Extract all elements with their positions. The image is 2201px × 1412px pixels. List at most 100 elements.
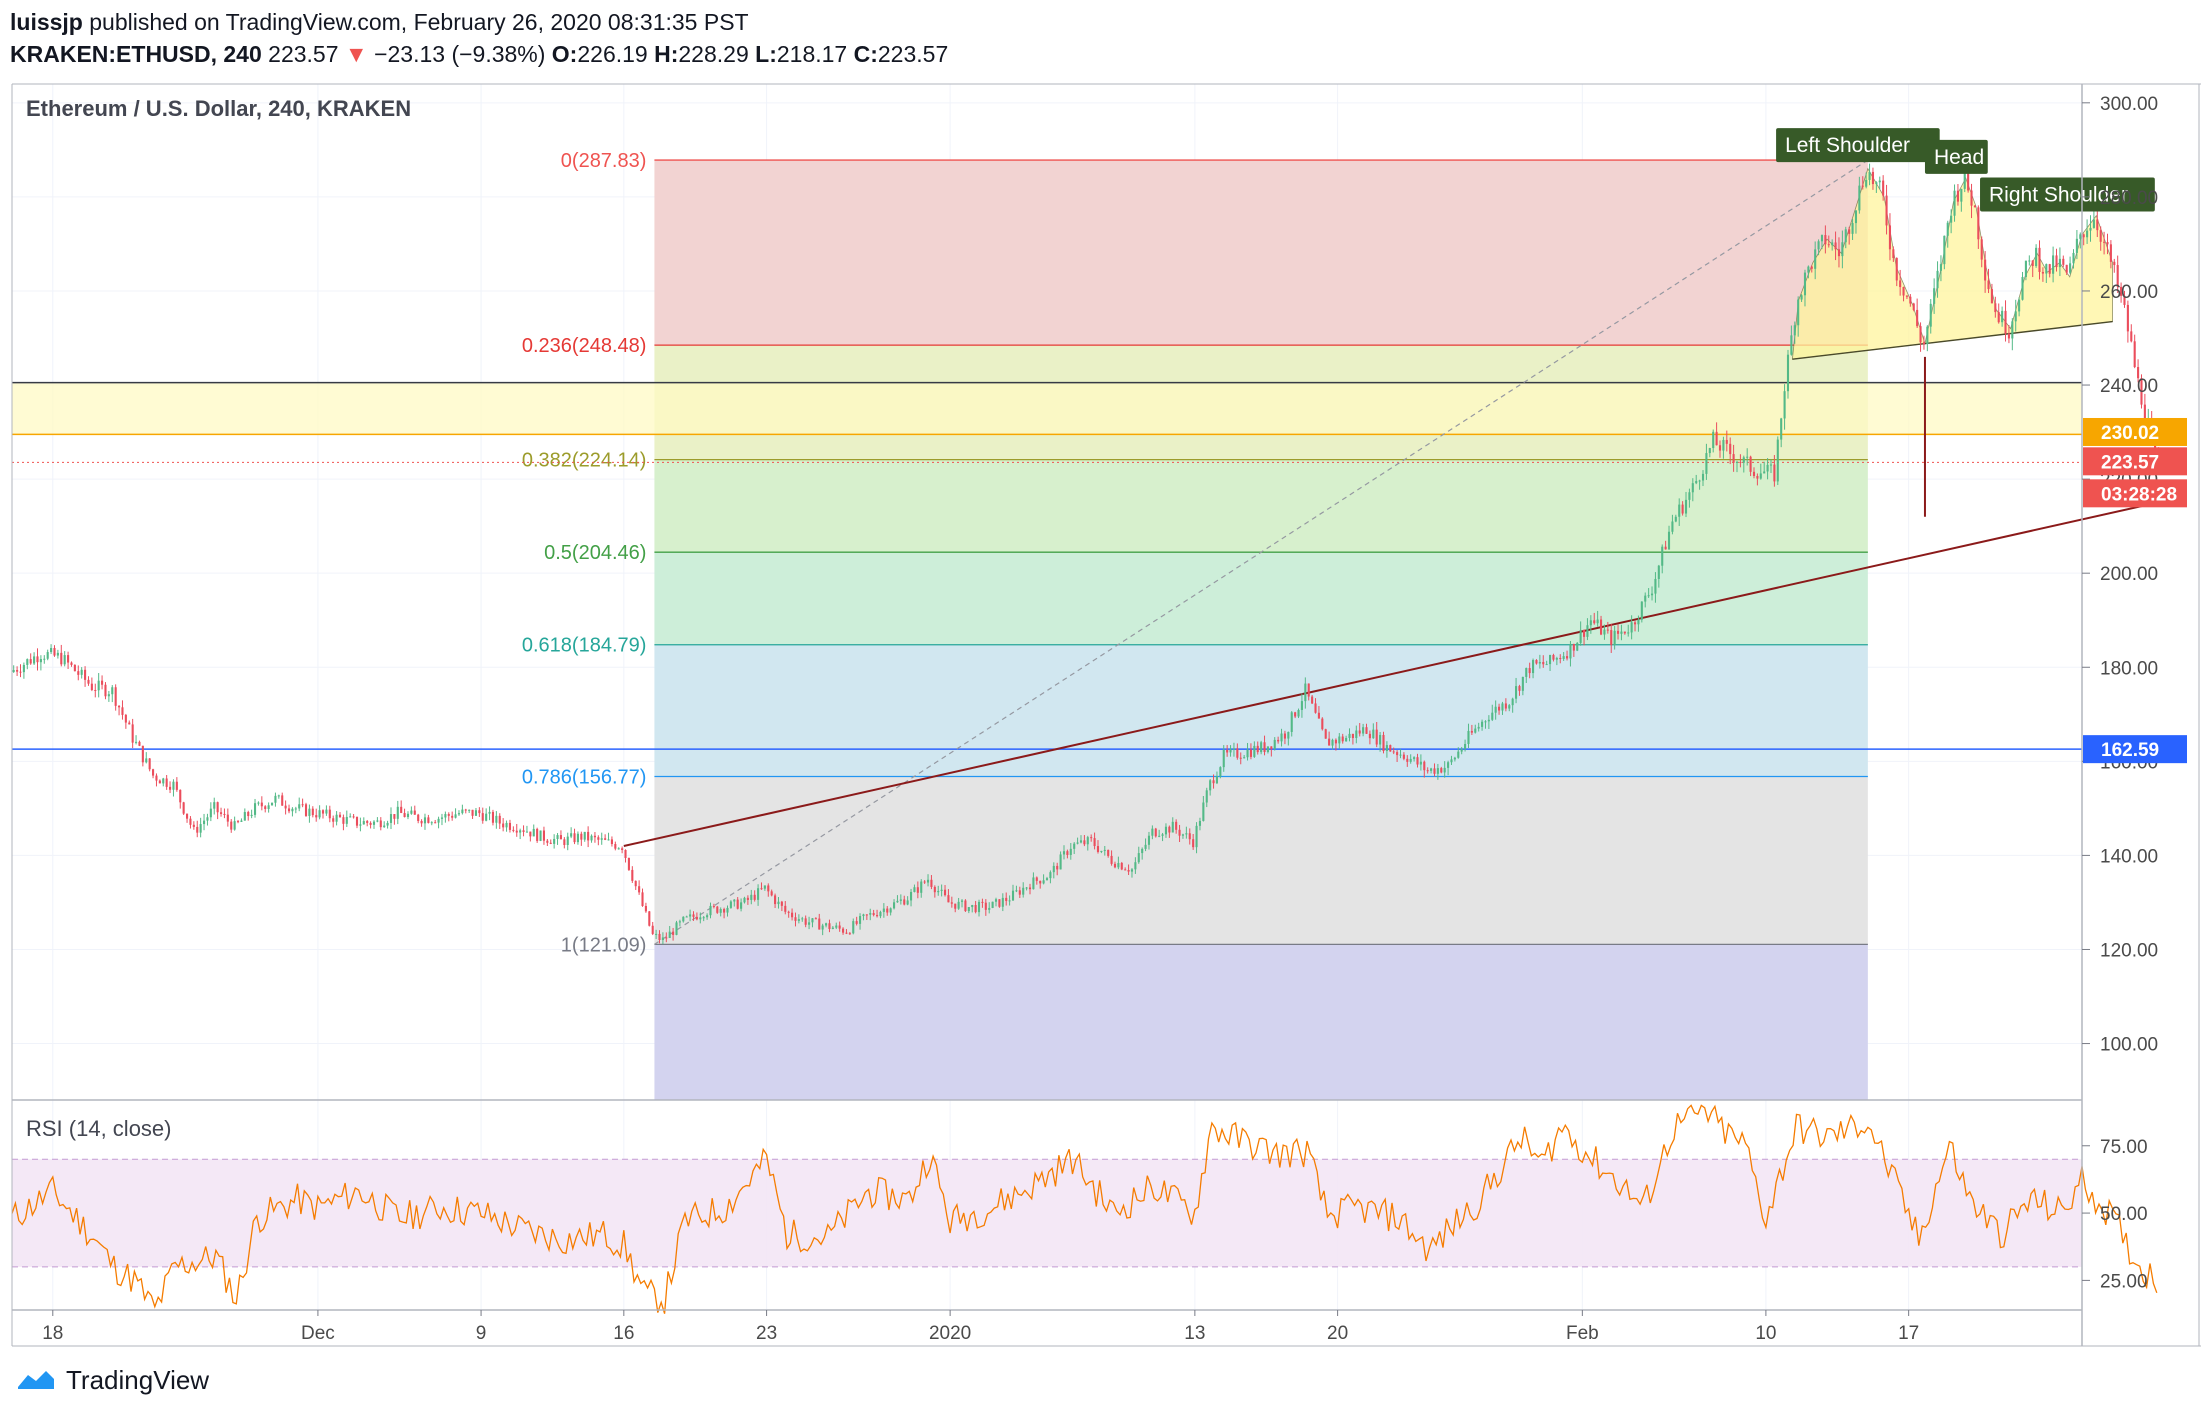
candle-body (1661, 546, 1664, 566)
candle-body (1630, 622, 1633, 633)
candle-body (1375, 729, 1378, 745)
price-axis-label: 120.00 (2100, 940, 2158, 961)
candle-body (1382, 734, 1385, 751)
candle-body (563, 839, 566, 845)
candle-body (2072, 252, 2075, 264)
candle-body (1290, 712, 1293, 732)
pattern-label: Right Shoulder (1980, 177, 2155, 212)
candle-body (1409, 758, 1412, 762)
candle-body (1902, 287, 1905, 296)
candle-body (994, 899, 998, 902)
candle-body (1589, 620, 1592, 626)
candle-body (301, 804, 304, 806)
candle-body (1691, 483, 1694, 493)
candle-body (308, 808, 311, 816)
candle-body (791, 912, 794, 918)
candle-body (553, 838, 556, 844)
candle-body (580, 833, 583, 840)
candle-body (539, 830, 542, 841)
candle-body (1844, 229, 1847, 243)
candle-body (94, 689, 97, 691)
candle-body (960, 900, 964, 902)
last-price: 223.57 (268, 41, 339, 67)
candle-body (1637, 619, 1640, 625)
candle-body (1848, 229, 1851, 234)
candle-body (233, 821, 236, 830)
candle-body (1793, 325, 1796, 336)
candle-body (672, 931, 675, 935)
candle-body (1933, 288, 1936, 304)
symbol-label[interactable]: KRAKEN:ETHUSD, 240 (10, 41, 262, 67)
candle-body (1334, 739, 1337, 744)
candle-body (1086, 837, 1089, 845)
candle-body (610, 839, 613, 845)
candle-body (675, 922, 678, 935)
candle-body (1613, 630, 1616, 646)
candle-body (740, 902, 743, 909)
candle-body (1936, 270, 1939, 289)
candle-body (1372, 729, 1375, 739)
candle-body (981, 901, 984, 903)
candle-body (1950, 215, 1953, 223)
candle-body (1725, 439, 1728, 444)
publisher-name[interactable]: luissjp (10, 9, 83, 35)
candle-body (1385, 745, 1388, 751)
fib-zone (654, 644, 1868, 777)
candle-body (437, 818, 440, 823)
price-axis-label: 140.00 (2100, 846, 2158, 867)
candle-body (1076, 842, 1079, 844)
candle-body (1297, 709, 1300, 717)
candle-body (471, 809, 474, 816)
candle-body (930, 879, 933, 887)
candle-body (1484, 721, 1487, 723)
candle-body (1001, 897, 1004, 907)
candle-body (974, 905, 977, 913)
candle-body (641, 892, 644, 906)
candle-body (1351, 733, 1354, 739)
candle-body (1113, 863, 1117, 868)
candle-body (1684, 499, 1688, 514)
pattern-label: Left Shoulder (1776, 128, 1940, 163)
candle-body (202, 820, 206, 825)
candle-body (1633, 622, 1637, 625)
price-chart[interactable]: 0(287.83) 0.236(248.48) 0.382(224.14) 0.5(2… (0, 0, 2201, 1355)
candle-body (699, 917, 702, 920)
candle-body (1671, 521, 1674, 532)
candle-body (1525, 668, 1528, 677)
candle-body (1066, 851, 1069, 855)
pattern-label-text: Right Shoulder (1989, 184, 2128, 207)
candle-body (1572, 643, 1575, 651)
candle-body (2045, 264, 2048, 274)
low-label: L: (755, 41, 777, 67)
time-axis-label: 13 (1184, 1323, 1205, 1344)
rsi-band (12, 1159, 2082, 1267)
candle-body (763, 885, 766, 889)
candle-body (451, 815, 454, 818)
candle-body (1416, 757, 1419, 765)
candle-body (1528, 668, 1531, 674)
candle-body (2055, 255, 2058, 268)
candle-body (947, 895, 950, 903)
candle-body (1970, 190, 1973, 206)
candle-body (172, 781, 175, 790)
candle-body (2011, 321, 2014, 339)
candle-body (1144, 844, 1147, 849)
candle-body (209, 808, 212, 818)
candle-body (2116, 265, 2119, 287)
candle-body (1341, 736, 1344, 742)
candle-body (971, 905, 974, 908)
candle-body (570, 833, 573, 837)
candle-body (287, 808, 291, 812)
candle-body (2120, 286, 2123, 296)
candle-body (1198, 820, 1202, 826)
candle-body (1474, 728, 1477, 733)
publish-info: luissjp published on TradingView.com, Fe… (10, 6, 948, 38)
brand-name[interactable]: TradingView (66, 1364, 210, 1395)
candle-body (733, 899, 736, 902)
candle-body (753, 894, 756, 900)
candle-body (515, 830, 518, 833)
candle-body (1674, 516, 1677, 522)
candle-body (158, 780, 161, 784)
candle-body (1984, 259, 1987, 281)
candle-body (1834, 242, 1837, 250)
